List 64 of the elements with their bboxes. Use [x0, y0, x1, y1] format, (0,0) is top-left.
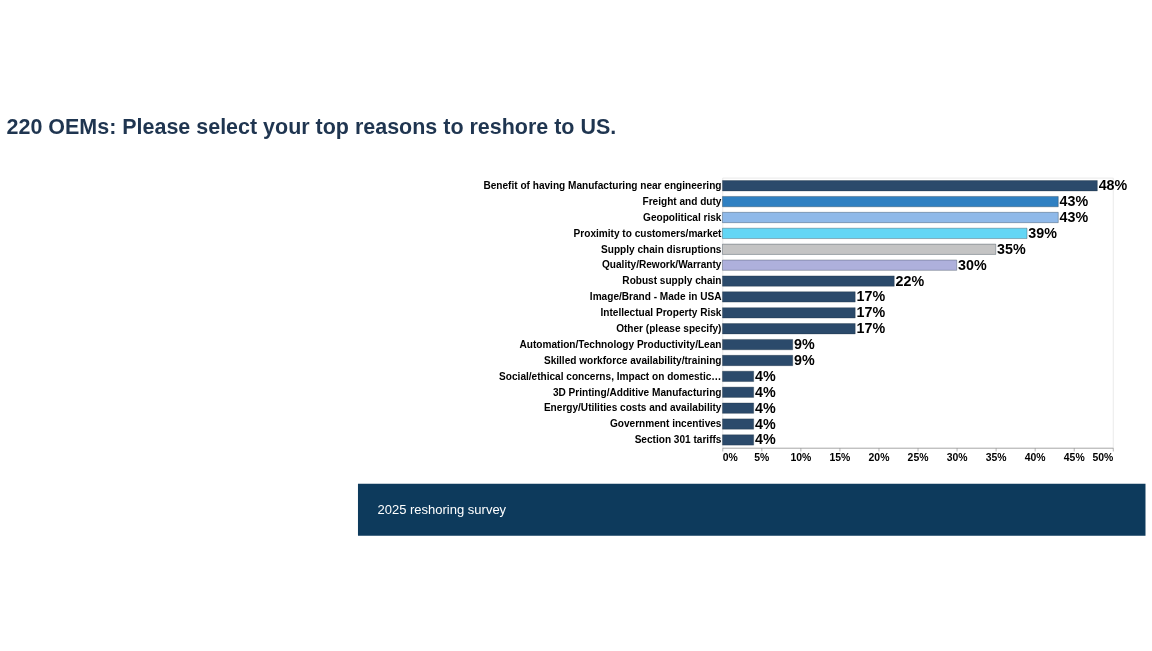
bar	[722, 339, 793, 350]
x-tick-label: 45%	[1063, 452, 1085, 464]
text: 2025 reshoring survey	[377, 501, 507, 517]
bar	[722, 434, 754, 446]
bar	[722, 243, 996, 255]
bar	[722, 418, 754, 430]
data-label: 4%	[754, 367, 776, 384]
y-tick-label: Image/Brand - Made in USA	[589, 291, 723, 303]
data-label: 39%	[1028, 224, 1058, 241]
data-label: 43%	[1059, 193, 1089, 210]
data-label: 4%	[754, 415, 776, 432]
bar	[722, 386, 754, 398]
x-tick-label: 35%	[985, 452, 1007, 464]
bar	[722, 212, 1059, 223]
y-tick-label: 3D Printing/Additive Manufacturing	[552, 386, 722, 398]
data-label: 9%	[794, 336, 815, 353]
x-tick-label: 10%	[790, 452, 812, 464]
y-tick-label: Geopolitical risk	[643, 211, 722, 223]
bar	[722, 259, 957, 271]
bar	[722, 307, 856, 319]
data-label: 4%	[754, 383, 776, 400]
x-tick-label: 20%	[868, 452, 890, 464]
y-tick-label: Skilled workforce availability/training	[543, 354, 722, 366]
bar	[722, 196, 1059, 207]
y-tick-label: Automation/Technology Productivity/Lean	[519, 338, 722, 350]
x-tick-label: 40%	[1024, 452, 1046, 464]
data-label: 48%	[1098, 177, 1128, 194]
y-tick-label: Other (please specify)	[616, 322, 722, 334]
bar	[722, 402, 754, 414]
x-tick-label: 25%	[907, 452, 929, 464]
y-tick-label: Freight and duty	[642, 195, 722, 207]
data-label: 17%	[856, 320, 886, 337]
y-tick-label: Robust supply chain	[622, 275, 722, 287]
bar	[722, 323, 856, 335]
data-label: 22%	[895, 272, 925, 289]
data-label: 9%	[794, 352, 815, 369]
y-tick-label: Government incentives	[610, 418, 722, 430]
x-tick-label: 0%	[722, 452, 738, 464]
text: 220 OEMs: Please select your top reasons to reshore to US.	[6, 115, 617, 140]
data-label: 17%	[856, 304, 886, 321]
y-tick-label: Benefit of having Manufacturing near engineering	[483, 179, 722, 191]
bar	[722, 355, 793, 366]
data-label: 30%	[958, 256, 987, 273]
y-tick-label: Intellectual Property Risk	[600, 307, 722, 319]
x-tick-label: 5%	[754, 452, 770, 464]
bar	[722, 180, 1098, 192]
data-label: 43%	[1059, 209, 1089, 226]
bar	[722, 371, 754, 382]
x-tick-label: 50%	[1092, 452, 1114, 464]
data-label: 4%	[754, 431, 776, 448]
y-tick-label: Supply chain disruptions	[601, 243, 722, 255]
data-label: 17%	[856, 288, 886, 305]
y-tick-label: Section 301 tariffs	[634, 434, 722, 446]
y-tick-label: Energy/Utilities costs and availability	[543, 402, 722, 414]
x-tick-label: 15%	[829, 452, 851, 464]
data-label: 4%	[754, 399, 776, 416]
x-tick-label: 30%	[946, 452, 968, 464]
data-label: 35%	[997, 240, 1026, 257]
y-tick-label: Social/ethical concerns, Impact on domestic…	[499, 370, 722, 382]
y-tick-label: Proximity to customers/market	[573, 227, 723, 239]
bar	[722, 275, 895, 287]
bar	[722, 228, 1028, 239]
bar	[722, 291, 856, 303]
y-tick-label: Quality/Rework/Warranty	[601, 259, 722, 271]
